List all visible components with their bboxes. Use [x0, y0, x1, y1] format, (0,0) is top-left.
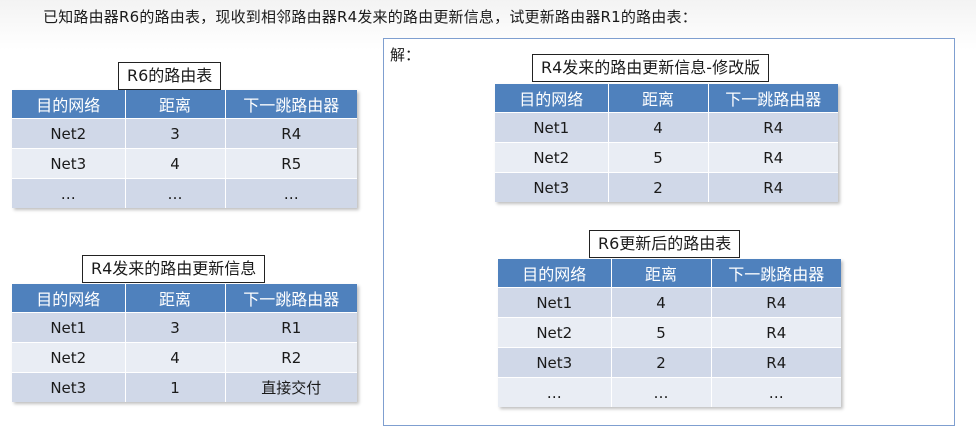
answer-label: 解： — [390, 46, 421, 64]
cell-network: Net3 — [12, 148, 126, 179]
table-header-row: 目的网络 距离 下一跳路由器 — [498, 259, 841, 288]
cell-distance: 3 — [125, 118, 226, 149]
cell-next-hop: 直接交付 — [225, 372, 357, 402]
cell-next-hop: R4 — [708, 142, 838, 173]
cell-distance: … — [125, 178, 226, 208]
cell-network: Net3 — [12, 372, 126, 402]
column-header: 下一跳路由器 — [708, 84, 838, 113]
column-header: 距离 — [611, 259, 712, 288]
column-header: 目的网络 — [12, 284, 126, 313]
cell-network: Net3 — [495, 172, 609, 202]
question-text: 已知路由器R6的路由表，现收到相邻路由器R4发来的路由更新信息，试更新路由器R1… — [43, 8, 697, 26]
cell-distance: … — [611, 377, 712, 407]
column-header: 目的网络 — [12, 90, 126, 119]
column-header: 目的网络 — [498, 259, 612, 288]
column-header: 下一跳路由器 — [225, 90, 357, 119]
cell-distance: 5 — [611, 317, 712, 348]
cell-distance: 2 — [611, 347, 712, 378]
table-row: Net2 5 R4 — [498, 317, 841, 348]
table-row: Net3 1 直接交付 — [12, 372, 357, 402]
table-row: … … … — [12, 178, 357, 208]
r6-updated-routing-table: 目的网络 距离 下一跳路由器 Net1 4 R4 Net2 5 R4 Net3 … — [498, 259, 841, 407]
table-row: Net3 4 R5 — [12, 148, 357, 179]
table-caption-r6: R6的路由表 — [118, 62, 222, 90]
column-header: 距离 — [125, 90, 226, 119]
table-row: Net1 3 R1 — [12, 312, 357, 343]
cell-distance: 3 — [125, 312, 226, 343]
cell-distance: 5 — [608, 142, 709, 173]
table-header-row: 目的网络 距离 下一跳路由器 — [12, 90, 357, 119]
cell-next-hop: R2 — [225, 342, 357, 373]
cell-next-hop: R4 — [711, 287, 841, 318]
cell-network: … — [12, 178, 126, 208]
table-row: Net2 3 R4 — [12, 118, 357, 149]
cell-distance: 1 — [125, 372, 226, 402]
cell-next-hop: … — [225, 178, 357, 208]
cell-network: Net3 — [498, 347, 612, 378]
table-caption-r4-update: R4发来的路由更新信息 — [82, 255, 266, 283]
cell-next-hop: R4 — [708, 172, 838, 202]
column-header: 距离 — [125, 284, 226, 313]
table-row: Net2 4 R2 — [12, 342, 357, 373]
cell-next-hop: R4 — [711, 317, 841, 348]
table-header-row: 目的网络 距离 下一跳路由器 — [12, 284, 357, 313]
table-row: Net1 4 R4 — [495, 112, 838, 143]
cell-network: Net1 — [12, 312, 126, 343]
r6-routing-table: 目的网络 距离 下一跳路由器 Net2 3 R4 Net3 4 R5 … … … — [12, 90, 357, 208]
cell-network: Net1 — [495, 112, 609, 143]
cell-distance: 2 — [608, 172, 709, 202]
cell-next-hop: R4 — [711, 347, 841, 378]
cell-distance: 4 — [608, 112, 709, 143]
cell-network: Net2 — [498, 317, 612, 348]
cell-next-hop: R4 — [225, 118, 357, 149]
cell-next-hop: R1 — [225, 312, 357, 343]
table-row: … … … — [498, 377, 841, 407]
cell-next-hop: R5 — [225, 148, 357, 179]
table-caption-r4-update-modified: R4发来的路由更新信息-修改版 — [532, 54, 770, 82]
table-row: Net3 2 R4 — [498, 347, 841, 378]
table-row: Net3 2 R4 — [495, 172, 838, 202]
r4-update-modified-table: 目的网络 距离 下一跳路由器 Net1 4 R4 Net2 5 R4 Net3 … — [495, 84, 838, 202]
cell-network: … — [498, 377, 612, 407]
cell-network: Net1 — [498, 287, 612, 318]
table-caption-r6-updated: R6更新后的路由表 — [589, 230, 741, 258]
table-row: Net2 5 R4 — [495, 142, 838, 173]
column-header: 下一跳路由器 — [711, 259, 841, 288]
cell-distance: 4 — [125, 342, 226, 373]
column-header: 距离 — [608, 84, 709, 113]
column-header: 目的网络 — [495, 84, 609, 113]
cell-network: Net2 — [12, 118, 126, 149]
cell-next-hop: … — [711, 377, 841, 407]
r4-update-table: 目的网络 距离 下一跳路由器 Net1 3 R1 Net2 4 R2 Net3 … — [12, 284, 357, 402]
cell-network: Net2 — [495, 142, 609, 173]
table-row: Net1 4 R4 — [498, 287, 841, 318]
column-header: 下一跳路由器 — [225, 284, 357, 313]
cell-next-hop: R4 — [708, 112, 838, 143]
cell-distance: 4 — [125, 148, 226, 179]
table-header-row: 目的网络 距离 下一跳路由器 — [495, 84, 838, 113]
cell-network: Net2 — [12, 342, 126, 373]
cell-distance: 4 — [611, 287, 712, 318]
